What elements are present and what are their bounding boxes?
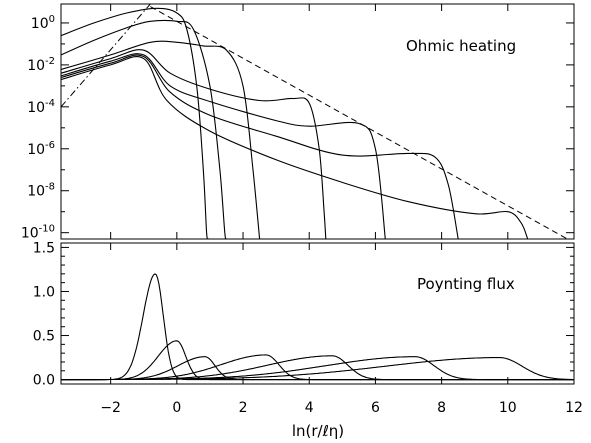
- top-y-tick-label: 10-8: [27, 182, 55, 200]
- top-y-tick-label: 10-10: [21, 224, 55, 242]
- ohmic-heating-curve-2: [61, 19, 228, 239]
- x-tick-label: 8: [437, 400, 446, 416]
- ohmic-heating-curve-3: [61, 40, 261, 239]
- x-tick-label: 4: [305, 400, 314, 416]
- dash-dot-reference-line: [61, 4, 151, 108]
- ohmic-heating-panel: 100 10-2 10-4 10-6 10-8 10-10 Ohmic heating: [21, 3, 575, 242]
- poynting-flux-curve-7: [61, 357, 574, 381]
- reference-lines: [61, 4, 568, 239]
- ohmic-heating-label: Ohmic heating: [406, 37, 516, 55]
- top-y-tick-label: 10-4: [27, 98, 55, 116]
- bottom-ticks: −2 0 2 4 6 8 10 12 0.0 0.5 1.0 1.5: [33, 240, 583, 416]
- x-tick-label: −2: [100, 400, 121, 416]
- bottom-y-tick-label: 1.5: [33, 240, 55, 256]
- bottom-y-tick-label: 0.5: [33, 329, 55, 345]
- x-tick-label: 12: [565, 400, 583, 416]
- top-plot-frame: [60, 3, 575, 240]
- bottom-y-tick-label: 0.0: [33, 373, 55, 389]
- x-tick-label: 0: [172, 400, 181, 416]
- ohmic-heating-curve-7: [61, 56, 529, 239]
- ohmic-heating-curve-5: [61, 53, 386, 239]
- poynting-flux-curve-6: [61, 356, 574, 381]
- top-y-tick-label: 100: [31, 14, 55, 32]
- top-ticks: 100 10-2 10-4 10-6 10-8 10-10: [21, 4, 575, 242]
- x-tick-label: 10: [499, 400, 517, 416]
- poynting-flux-curve-3: [61, 356, 574, 381]
- x-tick-label: 2: [239, 400, 248, 416]
- bottom-y-tick-label: 1.0: [33, 284, 55, 300]
- poynting-flux-label: Poynting flux: [417, 275, 515, 293]
- top-y-tick-label: 10-6: [27, 140, 55, 158]
- ohmic-heating-curve-4: [61, 49, 327, 239]
- x-tick-label: 6: [371, 400, 380, 416]
- poynting-flux-curve-5: [61, 355, 574, 381]
- poynting-flux-panel: −2 0 2 4 6 8 10 12 0.0 0.5 1.0 1.5 Poynting flux: [33, 240, 583, 416]
- ohmic-heating-curve-1: [61, 7, 209, 239]
- x-axis-label: ln(r/ℓη): [292, 422, 344, 440]
- top-y-tick-label: 10-2: [27, 56, 55, 74]
- poynting-flux-curves: [61, 273, 574, 381]
- ohmic-heating-curves: [61, 7, 529, 239]
- bottom-plot-frame: [60, 242, 575, 385]
- ohmic-heating-curve-6: [61, 54, 459, 239]
